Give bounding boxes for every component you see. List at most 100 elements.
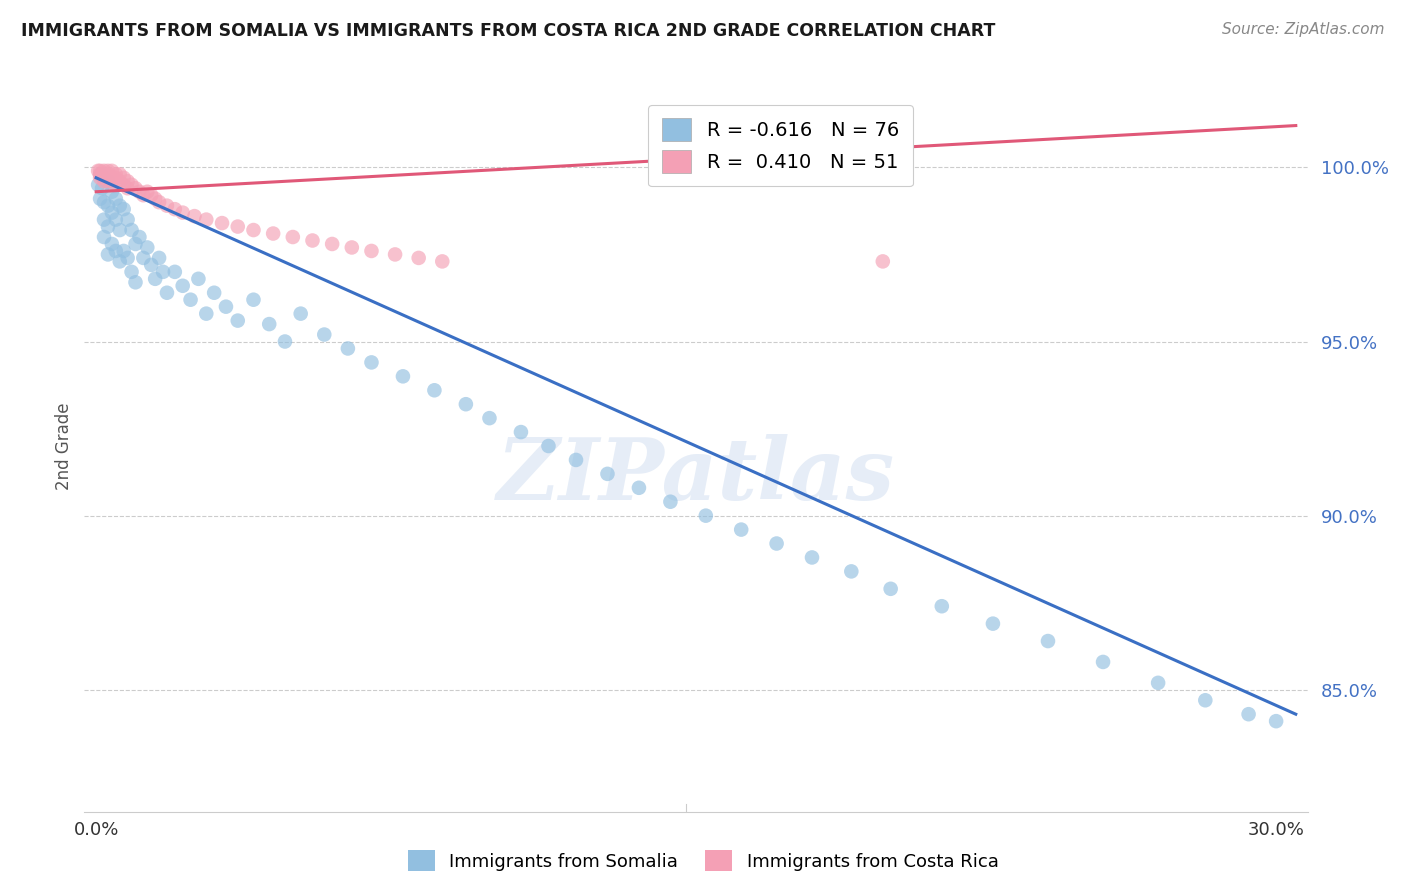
Point: [1265, 714, 1288, 728]
Point: [97, 174, 120, 188]
Point: [1237, 707, 1260, 722]
Point: [596, 467, 619, 481]
Point: [290, 307, 312, 321]
Point: [89, 167, 111, 181]
Point: [101, 237, 124, 252]
Point: [211, 216, 233, 230]
Point: [124, 237, 146, 252]
Point: [565, 453, 588, 467]
Point: [97, 174, 120, 188]
Point: [112, 244, 135, 258]
Point: [274, 334, 297, 349]
Point: [117, 181, 139, 195]
Text: IMMIGRANTS FROM SOMALIA VS IMMIGRANTS FROM COSTA RICA 2ND GRADE CORRELATION CHAR: IMMIGRANTS FROM SOMALIA VS IMMIGRANTS FR…: [21, 22, 995, 40]
Point: [143, 192, 166, 206]
Point: [262, 227, 284, 241]
Point: [132, 251, 155, 265]
Point: [97, 167, 120, 181]
Point: [152, 265, 174, 279]
Point: [93, 170, 115, 185]
Point: [101, 205, 124, 219]
Point: [112, 202, 135, 216]
Point: [89, 167, 111, 181]
Point: [91, 167, 114, 181]
Point: [879, 582, 901, 596]
Point: [659, 494, 682, 508]
Point: [141, 258, 163, 272]
Point: [537, 439, 560, 453]
Point: [215, 300, 238, 314]
Point: [340, 240, 363, 254]
Point: [121, 178, 143, 192]
Point: [93, 230, 115, 244]
Y-axis label: 2nd Grade: 2nd Grade: [55, 402, 73, 490]
Point: [104, 212, 127, 227]
Point: [839, 565, 862, 579]
Point: [143, 272, 166, 286]
Point: [163, 202, 186, 216]
Point: [478, 411, 501, 425]
Point: [101, 185, 124, 199]
Point: [1147, 676, 1170, 690]
Point: [91, 181, 114, 195]
Point: [510, 425, 533, 439]
Point: [392, 369, 415, 384]
Point: [432, 254, 454, 268]
Point: [156, 285, 179, 300]
Point: [180, 293, 202, 307]
Point: [1036, 634, 1059, 648]
Point: [242, 223, 264, 237]
Point: [801, 550, 824, 565]
Point: [695, 508, 717, 523]
Point: [93, 195, 115, 210]
Point: [97, 170, 120, 185]
Point: [104, 192, 127, 206]
Point: [108, 174, 131, 188]
Point: [101, 170, 124, 185]
Point: [148, 195, 170, 210]
Point: [136, 240, 159, 254]
Point: [97, 164, 120, 178]
Legend: Immigrants from Somalia, Immigrants from Costa Rica: Immigrants from Somalia, Immigrants from…: [401, 843, 1005, 879]
Point: [301, 234, 323, 248]
Point: [132, 188, 155, 202]
Point: [108, 167, 131, 181]
Point: [93, 170, 115, 185]
Legend: R = -0.616   N = 76, R =  0.410   N = 51: R = -0.616 N = 76, R = 0.410 N = 51: [648, 104, 912, 186]
Point: [360, 355, 382, 369]
Point: [163, 265, 186, 279]
Point: [101, 174, 124, 188]
Point: [202, 285, 225, 300]
Point: [242, 293, 264, 307]
Point: [321, 237, 343, 252]
Point: [1194, 693, 1216, 707]
Point: [128, 185, 150, 199]
Point: [93, 212, 115, 227]
Point: [408, 251, 430, 265]
Point: [112, 178, 135, 192]
Point: [108, 254, 131, 268]
Point: [281, 230, 304, 244]
Point: [195, 307, 218, 321]
Point: [124, 275, 146, 289]
Point: [89, 170, 111, 185]
Point: [765, 536, 787, 550]
Point: [257, 317, 280, 331]
Point: [226, 219, 249, 234]
Point: [384, 247, 406, 261]
Point: [117, 212, 139, 227]
Point: [121, 265, 143, 279]
Point: [124, 181, 146, 195]
Point: [187, 272, 209, 286]
Point: [89, 164, 111, 178]
Text: Source: ZipAtlas.com: Source: ZipAtlas.com: [1222, 22, 1385, 37]
Point: [226, 313, 249, 327]
Point: [93, 167, 115, 181]
Point: [104, 167, 127, 181]
Point: [336, 342, 359, 356]
Point: [128, 230, 150, 244]
Point: [108, 199, 131, 213]
Point: [101, 164, 124, 178]
Point: [104, 244, 127, 258]
Text: ZIPatlas: ZIPatlas: [496, 434, 896, 517]
